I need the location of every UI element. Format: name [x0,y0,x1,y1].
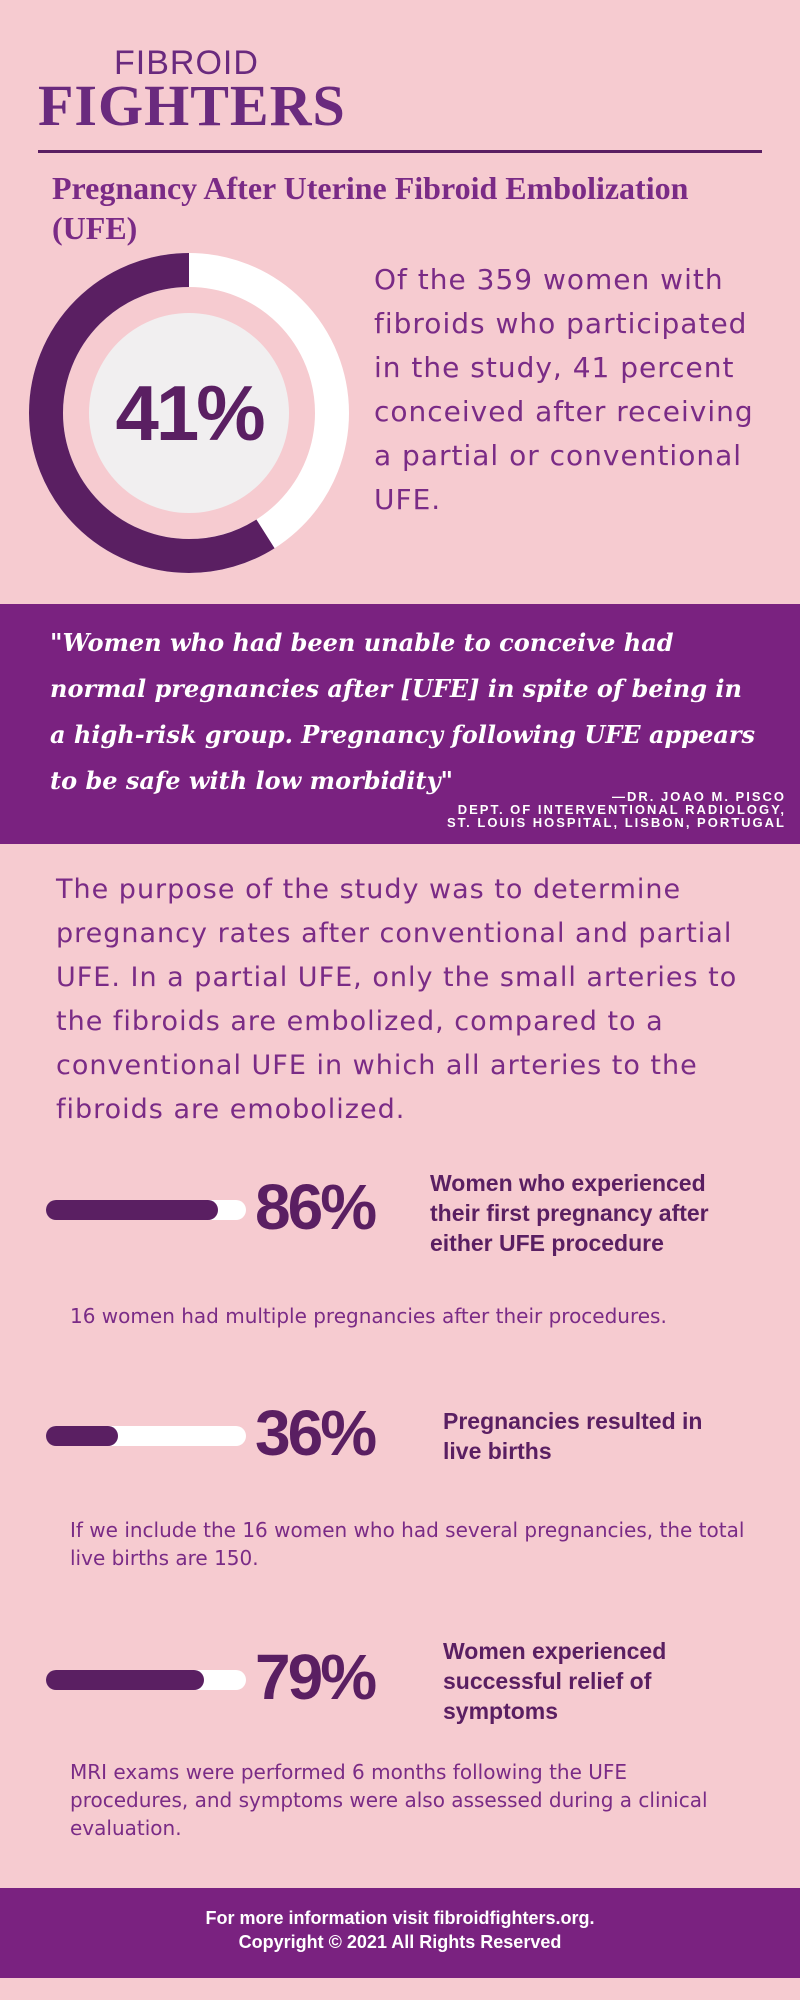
stat-percent-3: 79% [255,1641,377,1713]
page-title: Pregnancy After Uterine Fibroid Emboliza… [52,170,689,246]
footer-band [0,1888,800,1978]
stat-label-2: Pregnancies resulted in live births [443,1408,703,1464]
footer-text: For more information visit fibroidfighte… [0,1906,800,1954]
stat-bar-track-1 [46,1200,246,1220]
stat-label-1: Women who experienced their first pregna… [430,1170,709,1256]
quote-author: —DR. JOAO M. PISCO [612,789,786,804]
logo: FIBROID FIGHTERS [38,44,345,138]
purpose-paragraph: The purpose of the study was to determin… [56,874,738,1125]
stat-note-2: If we include the 16 women who had sever… [70,1518,745,1570]
donut-arc [29,253,349,573]
stat-bar-track-3 [46,1670,246,1690]
stat-note-3: MRI exams were performed 6 months follow… [70,1760,708,1840]
stat-bar-fill-1 [46,1200,218,1220]
stat-bar-fill-2 [46,1426,118,1446]
logo-main-text: FIGHTERS [38,73,346,138]
donut-percent: 41% [115,368,265,457]
percent-donut [29,253,349,573]
stat-note-1: 16 women had multiple pregnancies after … [70,1304,667,1328]
quote-band [0,604,800,844]
logo-top-text: FIBROID [114,44,259,82]
quote-affiliation-2: ST. LOUIS HOSPITAL, LISBON, PORTUGAL [447,815,786,830]
stat-bar-fill-3 [46,1670,204,1690]
headline-stat-text: Of the 359 women with fibroids who parti… [374,263,754,516]
quote-attribution: —DR. JOAO M. PISCO DEPT. OF INTERVENTION… [447,790,786,829]
stat-percent-2: 36% [255,1397,377,1469]
header-divider [38,150,762,153]
footer-line-1: For more information visit fibroidfighte… [205,1908,595,1928]
stat-label-3: Women experienced successful relief of s… [443,1638,667,1724]
quote-text: "Women who had been unable to conceive h… [50,628,756,795]
donut-inner [89,313,289,513]
stat-bar-track-2 [46,1426,246,1446]
footer-line-2: Copyright © 2021 All Rights Reserved [238,1932,562,1952]
stat-percent-1: 86% [255,1171,377,1243]
quote-affiliation-1: DEPT. OF INTERVENTIONAL RADIOLOGY, [457,802,786,817]
